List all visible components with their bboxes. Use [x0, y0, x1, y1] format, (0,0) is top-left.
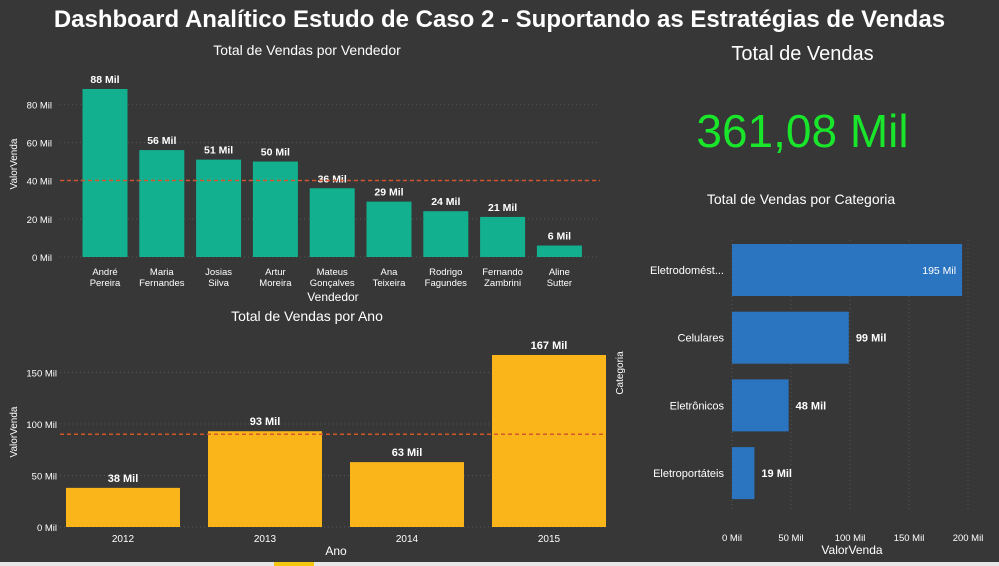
bar-ano: [208, 431, 322, 527]
bar-categoria: [732, 311, 849, 364]
x-tick-label: Mateus: [317, 267, 348, 278]
data-label: 36 Mil: [318, 173, 347, 185]
y-tick-label: 60 Mil: [27, 138, 52, 149]
y-tick-label: 0 Mil: [37, 523, 57, 534]
bar-vendedor: [423, 211, 469, 257]
x-axis-title: Ano: [325, 544, 347, 558]
chart-title: Total de Vendas por Ano: [231, 308, 383, 324]
bar-vendedor: [82, 89, 128, 257]
data-label: 50 Mil: [261, 147, 290, 159]
y-tick-label: Eletrodomést...: [650, 265, 724, 277]
x-tick-label: Teixeira: [373, 278, 406, 289]
x-tick-label: Ana: [381, 267, 399, 278]
data-label: 38 Mil: [108, 473, 139, 485]
kpi-total-vendas-value: 361,08 Mil: [696, 105, 909, 157]
bar-ano: [492, 355, 606, 527]
chart-title: Total de Vendas por Vendedor: [213, 42, 401, 58]
bar-ano: [350, 462, 464, 527]
data-label: 24 Mil: [431, 196, 460, 208]
dashboard-title: Dashboard Analítico Estudo de Caso 2 - S…: [53, 6, 946, 33]
y-tick-label: 40 Mil: [27, 177, 52, 188]
data-label: 88 Mil: [90, 74, 119, 86]
x-tick-label: 0 Mil: [722, 533, 742, 544]
data-label: 195 Mil: [922, 265, 956, 277]
x-tick-label: Maria: [150, 267, 174, 278]
bar-categoria: [732, 379, 789, 432]
bar-categoria: [732, 447, 755, 500]
x-tick-label: Pereira: [90, 278, 121, 289]
y-tick-label: 50 Mil: [32, 472, 57, 483]
x-tick-label: Aline: [549, 267, 570, 278]
bar-vendedor: [480, 216, 526, 257]
x-tick-label: Fernandes: [139, 278, 185, 289]
x-tick-label: 2012: [112, 534, 135, 545]
y-tick-label: Eletrônicos: [670, 400, 725, 412]
x-axis-title: ValorVenda: [821, 543, 882, 557]
y-tick-label: Eletroportáteis: [653, 468, 724, 480]
x-tick-label: 200 Mil: [953, 533, 984, 544]
bar-vendedor: [196, 159, 242, 257]
y-tick-label: 100 Mil: [26, 420, 57, 431]
page-tab-bar: [0, 562, 999, 566]
y-tick-label: Celulares: [678, 333, 725, 345]
x-tick-label: 2014: [396, 534, 419, 545]
x-tick-label: Fernando: [482, 267, 523, 278]
data-label: 167 Mil: [531, 340, 568, 352]
bar-vendedor: [309, 188, 355, 257]
y-tick-label: 150 Mil: [26, 369, 57, 380]
x-tick-label: André: [92, 267, 117, 278]
data-label: 6 Mil: [548, 231, 571, 243]
x-tick-label: 2015: [538, 534, 561, 545]
x-tick-label: Silva: [208, 278, 229, 289]
y-axis-title: Categoria: [615, 351, 626, 395]
data-label: 99 Mil: [856, 333, 887, 345]
data-label: 63 Mil: [392, 447, 423, 459]
kpi-title: Total de Vendas: [731, 43, 874, 65]
data-label: 48 Mil: [796, 400, 827, 412]
y-axis-title: ValorVenda: [9, 406, 20, 457]
x-tick-label: 50 Mil: [778, 533, 803, 544]
x-tick-label: Zambrini: [484, 278, 521, 289]
active-page-tab[interactable]: [274, 562, 314, 566]
y-tick-label: 20 Mil: [27, 215, 52, 226]
x-axis-title: Vendedor: [307, 290, 358, 304]
data-label: 51 Mil: [204, 145, 233, 157]
x-tick-label: Artur: [265, 267, 286, 278]
x-tick-label: 100 Mil: [835, 533, 866, 544]
x-tick-label: 2013: [254, 534, 277, 545]
y-tick-label: 80 Mil: [27, 100, 52, 111]
bar-ano: [66, 487, 180, 527]
y-axis-title: ValorVenda: [9, 138, 20, 189]
x-tick-label: Gonçalves: [310, 278, 355, 289]
chart-title: Total de Vendas por Categoria: [707, 191, 896, 207]
x-tick-label: 150 Mil: [894, 533, 925, 544]
bar-vendedor: [139, 150, 185, 257]
x-tick-label: Josias: [205, 267, 232, 278]
x-tick-label: Sutter: [547, 278, 572, 289]
y-tick-label: 0 Mil: [32, 253, 52, 264]
bar-vendedor: [366, 201, 412, 257]
x-tick-label: Rodrigo: [429, 267, 462, 278]
bar-vendedor: [252, 161, 298, 257]
data-label: 19 Mil: [761, 468, 792, 480]
bar-categoria: [732, 244, 963, 296]
bar-vendedor: [536, 245, 582, 257]
data-label: 21 Mil: [488, 202, 517, 214]
x-tick-label: Fagundes: [425, 278, 468, 289]
data-label: 29 Mil: [374, 187, 403, 199]
data-label: 56 Mil: [147, 135, 176, 147]
x-tick-label: Moreira: [259, 278, 292, 289]
data-label: 93 Mil: [250, 416, 281, 428]
